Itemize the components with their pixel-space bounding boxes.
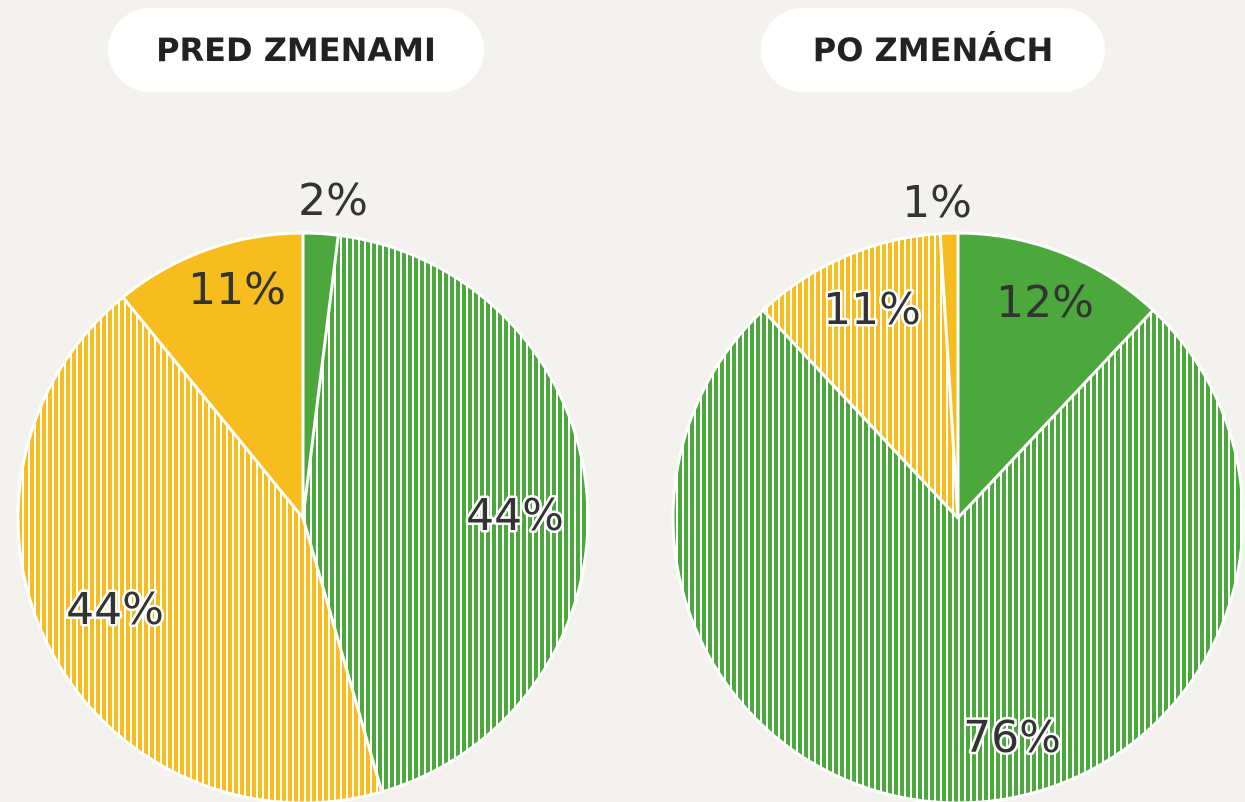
- data-label: 11%: [823, 284, 921, 335]
- title-pill: [108, 8, 484, 92]
- pie-slice: [121, 231, 305, 520]
- pie-slice: [761, 232, 960, 520]
- pie-slice: [671, 308, 1245, 802]
- data-label: 76%: [963, 712, 1061, 763]
- pie-slice: [956, 231, 1155, 520]
- pie-slice: [301, 233, 590, 794]
- data-label: 44%: [66, 584, 164, 635]
- data-label: 2%: [298, 175, 368, 226]
- chart-title: PO ZMENÁCH: [813, 31, 1054, 69]
- chart-title: PRED ZMENAMI: [156, 31, 436, 69]
- data-label: 1%: [902, 177, 972, 228]
- pie-slice: [938, 231, 960, 520]
- data-label: 44%: [466, 490, 564, 541]
- data-label: 11%: [188, 264, 286, 315]
- data-label: 12%: [996, 277, 1094, 328]
- title-pill: [761, 8, 1105, 92]
- pie-slice: [16, 295, 384, 802]
